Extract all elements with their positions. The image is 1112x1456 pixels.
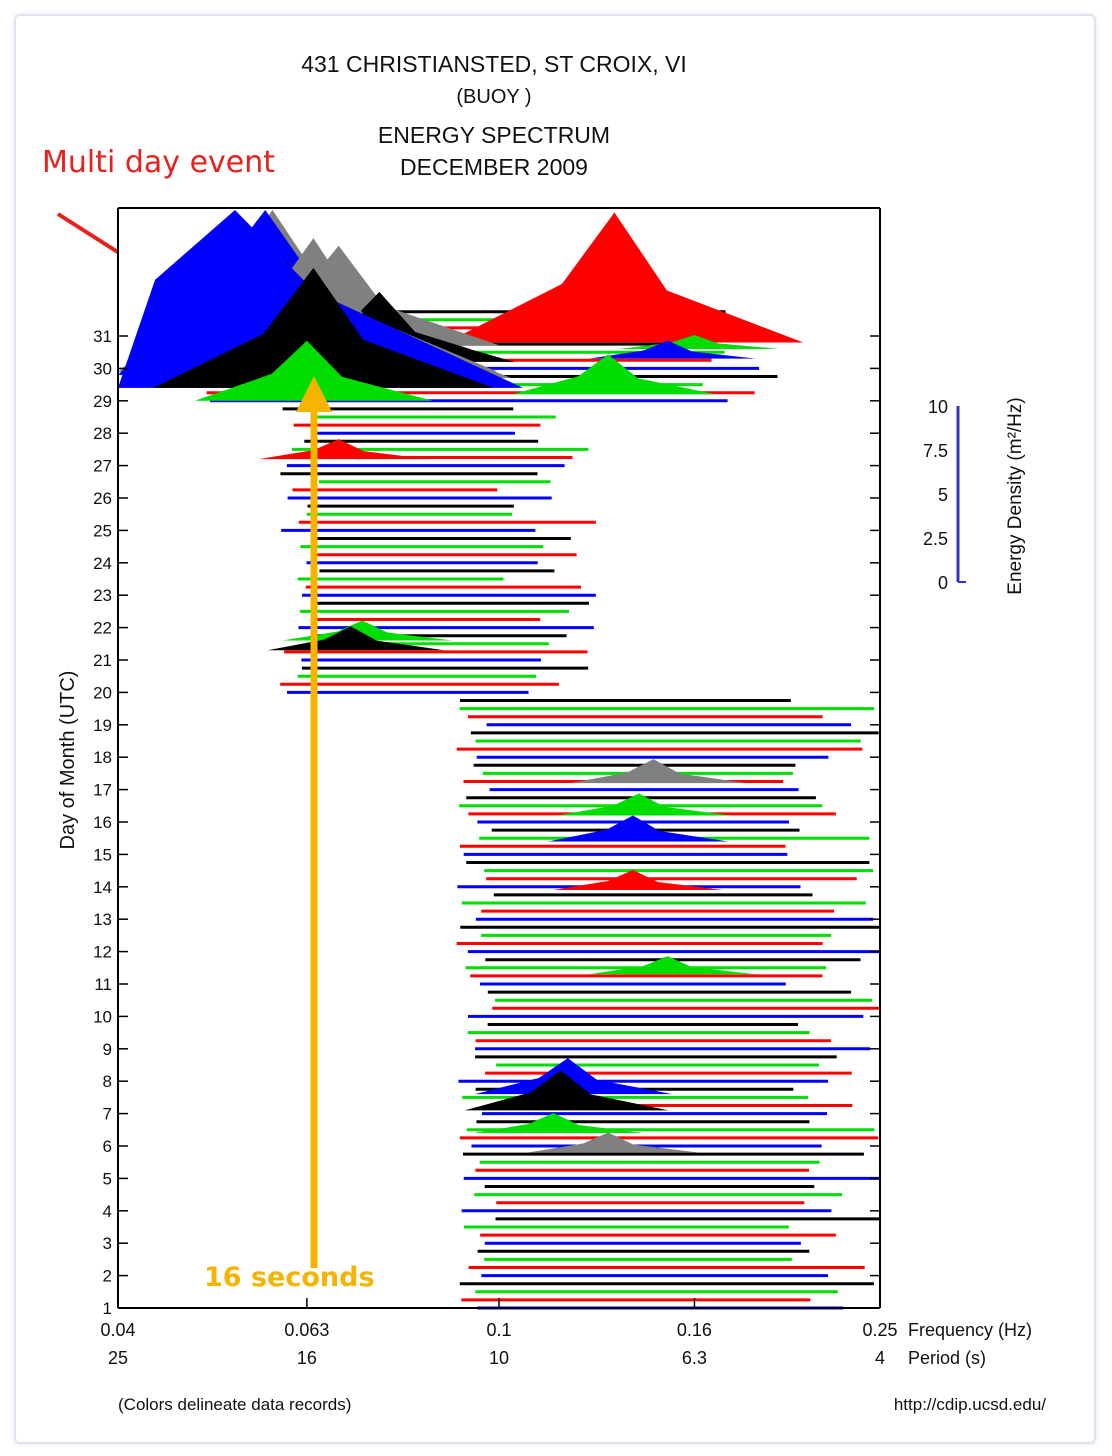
y-tick-label: 12 <box>93 943 112 962</box>
y-tick-label: 9 <box>103 1040 112 1059</box>
y-tick-label: 3 <box>103 1234 112 1253</box>
colorbar-ticks: 10 7.5 5 2.5 0 <box>923 397 948 593</box>
footer-colors-note: (Colors delineate data records) <box>118 1395 351 1414</box>
y-tick-label: 10 <box>93 1007 112 1026</box>
y-tick-label: 6 <box>103 1137 112 1156</box>
y-tick-label: 1 <box>103 1299 112 1318</box>
colorbar-tick-label: 0 <box>938 573 948 593</box>
y-tick-label: 16 <box>93 813 112 832</box>
y-axis-label: Day of Month (UTC) <box>57 671 79 850</box>
period-tick-label: 10 <box>489 1348 509 1368</box>
sixteen-seconds-arrow <box>296 376 332 1268</box>
chart-title: 431 CHRISTIANSTED, ST CROIX, VI <box>301 51 687 77</box>
period-tick-label: 4 <box>875 1348 885 1368</box>
y-tick-label: 13 <box>93 910 112 929</box>
y-tick-label: 29 <box>93 392 112 411</box>
chart-subtitle-buoy: (BUOY ) <box>456 86 531 108</box>
y-axis-ticks: 1234567891011121314151617181920212223242… <box>93 327 880 1318</box>
chart-subtitle-spectrum: ENERGY SPECTRUM <box>378 122 610 148</box>
y-tick-label: 14 <box>93 878 112 897</box>
y-tick-label: 8 <box>103 1072 112 1091</box>
y-tick-label: 18 <box>93 748 112 767</box>
y-tick-label: 22 <box>93 619 112 638</box>
colorbar-tick-label: 5 <box>938 485 948 505</box>
colorbar-tick-label: 10 <box>928 397 948 417</box>
colorbar-tick-label: 7.5 <box>923 441 948 461</box>
spectrum-peak <box>194 340 433 401</box>
y-tick-label: 28 <box>93 424 112 443</box>
y-tick-label: 2 <box>103 1267 112 1286</box>
y-tick-label: 19 <box>93 716 112 735</box>
colorbar-tick-label: 2.5 <box>923 529 948 549</box>
y-tick-label: 30 <box>93 359 112 378</box>
y-tick-label: 31 <box>93 327 112 346</box>
colorbar-label: Energy Density (m²/Hz) <box>1005 397 1026 594</box>
spectrum-peak <box>528 1132 699 1153</box>
spectrum-peak <box>153 267 494 388</box>
spectrum-peak <box>464 1070 669 1111</box>
spectrum-peak <box>512 354 717 395</box>
y-tick-label: 25 <box>93 521 112 540</box>
y-tick-label: 24 <box>93 554 112 573</box>
y-tick-label: 17 <box>93 781 112 800</box>
period-tick-label: 6.3 <box>682 1348 707 1368</box>
period-tick-label: 25 <box>108 1348 128 1368</box>
sixteen-seconds-label: 16 seconds <box>204 1262 375 1293</box>
y-tick-label: 26 <box>93 489 112 508</box>
frequency-tick-label: 0.04 <box>100 1320 135 1340</box>
spectrum-peaks <box>118 210 804 1153</box>
spectrum-peak <box>446 212 804 343</box>
spectrum-peak <box>552 870 723 891</box>
spectrum-peak <box>557 793 731 816</box>
y-tick-label: 7 <box>103 1105 112 1124</box>
frequency-tick-label: 0.16 <box>677 1320 712 1340</box>
frequency-tick-label: 0.25 <box>862 1320 897 1340</box>
spectrum-peak <box>258 439 429 460</box>
y-tick-label: 23 <box>93 586 112 605</box>
spectrum-peak <box>589 956 756 975</box>
y-tick-label: 15 <box>93 845 112 864</box>
spectrum-peak <box>589 340 756 359</box>
frequency-tick-label: 0.1 <box>486 1320 511 1340</box>
chart-subtitle-date: DECEMBER 2009 <box>400 154 588 180</box>
period-tick-label: 16 <box>297 1348 317 1368</box>
y-tick-label: 5 <box>103 1169 112 1188</box>
y-tick-label: 21 <box>93 651 112 670</box>
x-axis-ticks: 0.04 25 0.063 16 0.1 10 0.16 6.3 0.25 4 <box>100 1298 898 1368</box>
spectrum-peak <box>282 620 453 641</box>
spectrum-peak <box>570 759 748 784</box>
y-tick-label: 20 <box>93 683 112 702</box>
spectrum-peak <box>548 815 729 842</box>
multi-day-event-label: Multi day event <box>42 145 275 180</box>
spectrum-peak <box>473 1113 644 1134</box>
spectrum-peak <box>475 1058 673 1095</box>
y-tick-label: 27 <box>93 457 112 476</box>
y-tick-label: 4 <box>103 1202 112 1221</box>
period-axis-label: Period (s) <box>908 1348 986 1368</box>
energy-colorbar: 10 7.5 5 2.5 0 <box>923 397 966 593</box>
frequency-tick-label: 0.063 <box>284 1320 329 1340</box>
y-tick-label: 11 <box>94 975 112 994</box>
frequency-axis-label: Frequency (Hz) <box>908 1320 1032 1340</box>
footer-url: http://cdip.ucsd.edu/ <box>894 1395 1046 1414</box>
